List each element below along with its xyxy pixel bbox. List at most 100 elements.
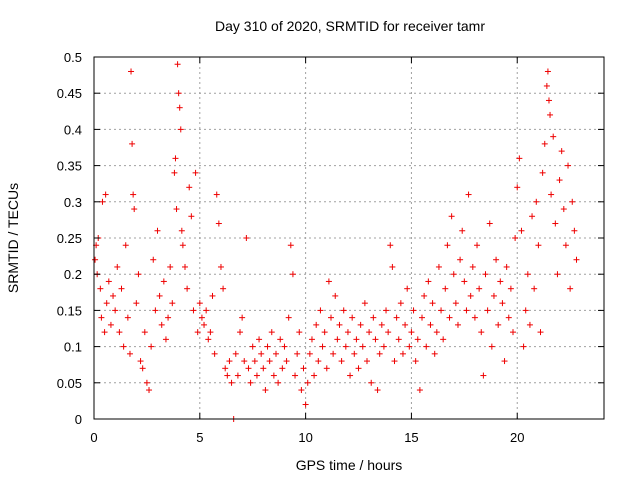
data-point bbox=[385, 329, 392, 336]
data-point bbox=[349, 314, 356, 321]
data-point bbox=[425, 278, 432, 285]
x-tick-label: 0 bbox=[90, 430, 97, 445]
data-point bbox=[526, 321, 533, 328]
data-point bbox=[510, 329, 517, 336]
data-point bbox=[194, 329, 201, 336]
data-point bbox=[141, 329, 148, 336]
data-point bbox=[302, 401, 309, 408]
data-point bbox=[319, 343, 326, 350]
x-axis-title: GPS time / hours bbox=[296, 457, 403, 473]
data-point bbox=[474, 242, 481, 249]
data-point bbox=[332, 292, 339, 299]
y-tick-label: 0.3 bbox=[64, 195, 82, 210]
data-point bbox=[397, 300, 404, 307]
data-point bbox=[124, 314, 131, 321]
data-point bbox=[342, 343, 349, 350]
data-point bbox=[366, 329, 373, 336]
data-point bbox=[465, 191, 472, 198]
data-point bbox=[201, 321, 208, 328]
data-point bbox=[363, 358, 370, 365]
data-point bbox=[565, 162, 572, 169]
data-point bbox=[205, 336, 212, 343]
data-point bbox=[524, 271, 531, 278]
data-point bbox=[277, 336, 284, 343]
data-point bbox=[298, 387, 305, 394]
data-point bbox=[370, 314, 377, 321]
data-point bbox=[152, 307, 159, 314]
data-point bbox=[469, 263, 476, 270]
data-point bbox=[533, 198, 540, 205]
data-point bbox=[315, 358, 322, 365]
data-point bbox=[175, 90, 182, 97]
data-point bbox=[569, 198, 576, 205]
data-point bbox=[98, 314, 105, 321]
data-point bbox=[129, 140, 136, 147]
data-point bbox=[311, 372, 318, 379]
data-point bbox=[395, 336, 402, 343]
data-point bbox=[176, 104, 183, 111]
data-point bbox=[135, 271, 142, 278]
data-point bbox=[107, 321, 114, 328]
data-point bbox=[378, 321, 385, 328]
data-point bbox=[344, 329, 351, 336]
data-point bbox=[484, 307, 491, 314]
data-point bbox=[355, 365, 362, 372]
data-point bbox=[383, 307, 390, 314]
data-point bbox=[547, 111, 554, 118]
data-point bbox=[207, 329, 214, 336]
data-point bbox=[554, 271, 561, 278]
data-point bbox=[178, 227, 185, 234]
data-point bbox=[99, 198, 106, 205]
data-point bbox=[323, 365, 330, 372]
data-point bbox=[112, 307, 119, 314]
y-tick-label: 0.35 bbox=[57, 159, 82, 174]
data-point bbox=[476, 285, 483, 292]
data-point bbox=[467, 292, 474, 299]
data-point bbox=[516, 155, 523, 162]
data-point bbox=[463, 307, 470, 314]
data-point bbox=[522, 307, 529, 314]
data-point bbox=[146, 387, 153, 394]
axis-ticks bbox=[93, 56, 604, 420]
data-point bbox=[264, 343, 271, 350]
data-point bbox=[130, 191, 137, 198]
data-point bbox=[181, 263, 188, 270]
data-point bbox=[399, 350, 406, 357]
data-point bbox=[283, 358, 290, 365]
data-point bbox=[258, 350, 265, 357]
x-tick-labels: 0 5 10 15 20 bbox=[90, 430, 524, 445]
data-point bbox=[544, 68, 551, 75]
data-point bbox=[560, 206, 567, 213]
data-point bbox=[573, 256, 580, 263]
data-point bbox=[158, 321, 165, 328]
data-point bbox=[114, 263, 121, 270]
data-point bbox=[406, 343, 413, 350]
data-point bbox=[148, 343, 155, 350]
data-points bbox=[92, 61, 580, 422]
x-tick-label: 20 bbox=[510, 430, 524, 445]
data-point bbox=[391, 358, 398, 365]
data-point bbox=[353, 336, 360, 343]
x-tick-label: 15 bbox=[404, 430, 418, 445]
data-point bbox=[186, 184, 193, 191]
data-point bbox=[256, 336, 263, 343]
y-tick-label: 0 bbox=[75, 412, 82, 427]
data-point bbox=[457, 256, 464, 263]
data-point bbox=[444, 242, 451, 249]
data-point bbox=[300, 365, 307, 372]
data-point bbox=[179, 242, 186, 249]
data-point bbox=[372, 336, 379, 343]
data-point bbox=[512, 235, 519, 241]
data-point bbox=[131, 206, 138, 213]
data-point bbox=[442, 285, 449, 292]
data-point bbox=[294, 350, 301, 357]
data-point bbox=[171, 169, 178, 176]
data-point bbox=[340, 307, 347, 314]
data-point bbox=[304, 379, 311, 386]
data-point bbox=[448, 213, 455, 220]
data-point bbox=[357, 321, 364, 328]
data-point bbox=[97, 285, 104, 292]
data-point bbox=[237, 329, 244, 336]
data-point bbox=[482, 271, 489, 278]
